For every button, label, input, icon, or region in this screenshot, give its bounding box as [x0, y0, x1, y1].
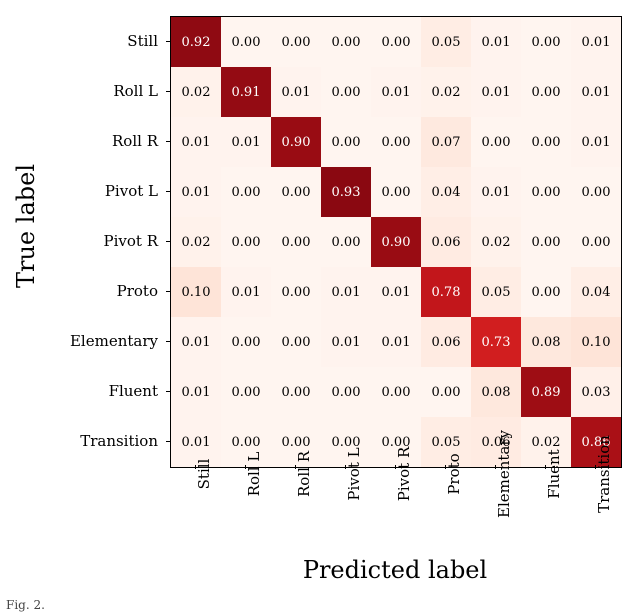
heatmap-cell: 0.08	[521, 317, 571, 367]
y-tick: Transition	[0, 416, 166, 466]
heatmap-cell: 0.00	[321, 117, 371, 167]
heatmap-cell: 0.01	[371, 67, 421, 117]
heatmap-cell: 0.92	[171, 17, 221, 67]
heatmap-cell: 0.01	[171, 367, 221, 417]
heatmap-cell: 0.01	[271, 67, 321, 117]
heatmap-cell: 0.00	[271, 17, 321, 67]
heatmap-cell: 0.00	[271, 267, 321, 317]
heatmap-cell: 0.78	[421, 267, 471, 317]
heatmap-cell: 0.01	[471, 67, 521, 117]
heatmap-cell: 0.01	[321, 317, 371, 367]
heatmap-cell: 0.00	[521, 267, 571, 317]
heatmap-cell: 0.00	[221, 367, 271, 417]
heatmap-cell: 0.00	[321, 217, 371, 267]
heatmap-cell: 0.00	[471, 117, 521, 167]
heatmap-cell: 0.00	[271, 217, 321, 267]
y-tick: Still	[0, 16, 166, 66]
heatmap-cell: 0.00	[521, 67, 571, 117]
heatmap-cell: 0.00	[421, 367, 471, 417]
y-tick-labels: StillRoll LRoll RPivot LPivot RProtoElem…	[0, 16, 166, 466]
heatmap-cell: 0.00	[221, 17, 271, 67]
heatmap-cell: 0.02	[421, 67, 471, 117]
heatmap-cell: 0.01	[571, 117, 621, 167]
heatmap-cell: 0.08	[471, 367, 521, 417]
heatmap-cell: 0.05	[421, 17, 471, 67]
heatmap-cell: 0.03	[571, 367, 621, 417]
heatmap-cell: 0.00	[371, 167, 421, 217]
heatmap-cell: 0.04	[571, 267, 621, 317]
heatmap-cell: 0.01	[171, 167, 221, 217]
heatmap-cell: 0.10	[171, 267, 221, 317]
x-axis-title: Predicted label	[170, 556, 620, 584]
x-axis-title-text: Predicted label	[303, 556, 487, 584]
heatmap-cell: 0.00	[521, 167, 571, 217]
heatmap-cell: 0.00	[521, 217, 571, 267]
heatmap-cell: 0.01	[471, 167, 521, 217]
heatmap-cell: 0.01	[171, 117, 221, 167]
heatmap-grid: 0.920.000.000.000.000.050.010.000.010.02…	[170, 16, 622, 468]
heatmap-cell: 0.00	[521, 117, 571, 167]
y-tick: Proto	[0, 266, 166, 316]
heatmap-cell: 0.00	[271, 367, 321, 417]
heatmap-cell: 0.06	[421, 217, 471, 267]
heatmap-cell: 0.01	[171, 317, 221, 367]
heatmap-cell: 0.02	[171, 217, 221, 267]
heatmap-cell: 0.01	[371, 267, 421, 317]
heatmap-cell: 0.00	[371, 367, 421, 417]
heatmap-cell: 0.02	[471, 217, 521, 267]
heatmap-cell: 0.01	[571, 67, 621, 117]
heatmap-cell: 0.00	[221, 217, 271, 267]
heatmap-cell: 0.00	[221, 167, 271, 217]
heatmap-cell: 0.02	[171, 67, 221, 117]
y-tick: Roll L	[0, 66, 166, 116]
heatmap-cell: 0.07	[421, 117, 471, 167]
y-tick: Roll R	[0, 116, 166, 166]
y-tick: Elementary	[0, 316, 166, 366]
heatmap-cell: 0.04	[421, 167, 471, 217]
heatmap-cell: 0.01	[371, 317, 421, 367]
y-tick: Fluent	[0, 366, 166, 416]
heatmap-cell: 0.90	[371, 217, 421, 267]
heatmap-cell: 0.91	[221, 67, 271, 117]
heatmap-cell: 0.00	[371, 117, 421, 167]
heatmap-cell: 0.00	[521, 17, 571, 67]
heatmap-cell: 0.00	[321, 67, 371, 117]
heatmap-cell: 0.05	[471, 267, 521, 317]
heatmap-cell: 0.00	[571, 217, 621, 267]
heatmap-cell: 0.00	[271, 167, 321, 217]
heatmap-cell: 0.89	[521, 367, 571, 417]
heatmap-cell: 0.01	[221, 117, 271, 167]
heatmap-cell: 0.00	[371, 17, 421, 67]
heatmap-cell: 0.73	[471, 317, 521, 367]
heatmap-cell: 0.01	[571, 17, 621, 67]
figure-caption: Fig. 2.	[0, 598, 45, 612]
heatmap-cell: 0.01	[221, 267, 271, 317]
confusion-matrix-figure: True label StillRoll LRoll RPivot LPivot…	[0, 0, 640, 612]
heatmap-cell: 0.01	[321, 267, 371, 317]
heatmap-cell: 0.06	[421, 317, 471, 367]
heatmap-cell: 0.01	[471, 17, 521, 67]
heatmap-cell: 0.00	[221, 317, 271, 367]
heatmap-cell: 0.10	[571, 317, 621, 367]
heatmap-cell: 0.90	[271, 117, 321, 167]
y-tick: Pivot R	[0, 216, 166, 266]
heatmap-cell: 0.00	[271, 317, 321, 367]
heatmap-cell: 0.00	[571, 167, 621, 217]
heatmap-cell: 0.00	[321, 17, 371, 67]
y-tick: Pivot L	[0, 166, 166, 216]
heatmap-cell: 0.00	[321, 367, 371, 417]
heatmap-cell: 0.93	[321, 167, 371, 217]
